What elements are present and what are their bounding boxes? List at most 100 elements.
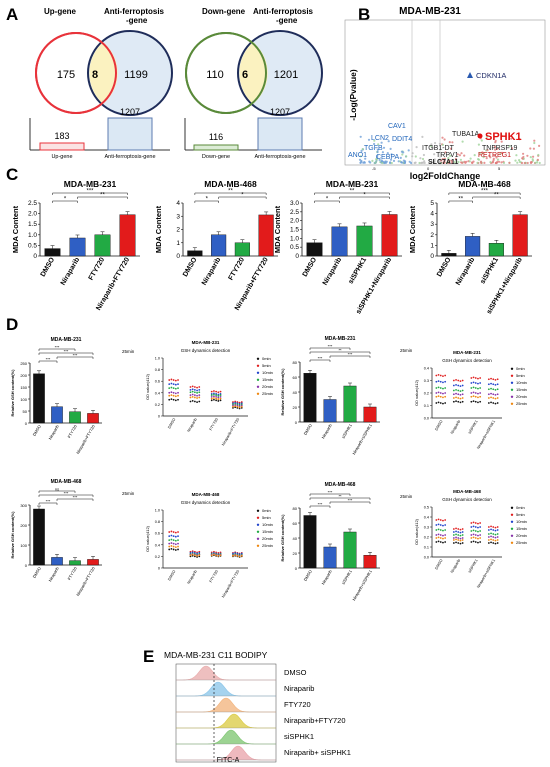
data-point bbox=[459, 537, 462, 540]
data-point bbox=[452, 534, 455, 536]
legend-marker bbox=[256, 516, 260, 519]
volcano-point bbox=[480, 139, 483, 142]
volcano-point bbox=[399, 156, 402, 159]
data-point bbox=[452, 539, 455, 541]
volcano-point bbox=[494, 148, 497, 151]
data-point bbox=[437, 536, 440, 539]
category-label: Niraparib bbox=[60, 257, 81, 287]
data-point bbox=[196, 386, 198, 389]
data-point bbox=[177, 535, 179, 537]
volcano-point bbox=[433, 160, 436, 163]
significance-bracket bbox=[309, 359, 331, 362]
significance-label: *** bbox=[481, 189, 489, 195]
data-point bbox=[238, 555, 241, 558]
flow-xlabel: FITC-A bbox=[217, 757, 240, 764]
bar-chart-10: MDA-MB-468 25min Relative GSH content(%) 0 2… bbox=[280, 482, 413, 601]
gene-label: TNFRSF19 bbox=[482, 145, 518, 152]
data-point bbox=[496, 388, 499, 391]
data-point bbox=[174, 387, 177, 390]
data-point bbox=[196, 394, 198, 397]
volcano-point bbox=[500, 134, 503, 137]
significance-bracket bbox=[329, 355, 371, 358]
legend-marker bbox=[510, 367, 514, 370]
data-point bbox=[193, 400, 196, 403]
data-point bbox=[455, 396, 457, 399]
category-label: DMSO bbox=[436, 256, 453, 278]
legend-label: 15min bbox=[516, 387, 527, 392]
significance-label: ** bbox=[338, 494, 342, 499]
data-point bbox=[437, 395, 440, 398]
significance-label: *** bbox=[348, 498, 353, 503]
volcano-point bbox=[532, 147, 536, 150]
data-point bbox=[435, 387, 438, 389]
y-tick-label: 4 bbox=[430, 211, 434, 218]
volcano-point bbox=[518, 138, 521, 141]
data-point bbox=[444, 529, 447, 531]
data-point bbox=[210, 397, 213, 400]
data-point bbox=[472, 533, 475, 536]
data-point bbox=[452, 542, 455, 544]
y-tick-label: 5 bbox=[430, 200, 434, 207]
data-point bbox=[461, 537, 464, 539]
data-point bbox=[452, 537, 455, 539]
volcano-point bbox=[454, 157, 457, 160]
data-point bbox=[217, 554, 220, 557]
data-point bbox=[487, 529, 490, 531]
data-point bbox=[435, 529, 438, 531]
volcano-point bbox=[518, 160, 522, 163]
significance-bracket bbox=[38, 502, 58, 505]
data-point bbox=[457, 379, 460, 382]
volcano-point bbox=[443, 157, 446, 160]
volcano-point bbox=[500, 140, 503, 143]
significance-bracket bbox=[309, 493, 351, 496]
data-point bbox=[189, 400, 192, 403]
data-point bbox=[191, 393, 194, 396]
significance-label: ** bbox=[100, 193, 105, 199]
legend-label: 0min bbox=[516, 366, 525, 371]
bar-chart-1: MDA-MB-468 MDA Content 0 1 2 3 4 DMSO Niraparib F… bbox=[154, 179, 278, 312]
data-point bbox=[191, 385, 194, 388]
data-point bbox=[487, 383, 490, 386]
data-point bbox=[472, 381, 475, 384]
data-point bbox=[217, 400, 220, 402]
data-point bbox=[435, 541, 438, 543]
data-point bbox=[477, 401, 479, 404]
volcano-point bbox=[390, 153, 393, 156]
data-point bbox=[452, 379, 455, 382]
volcano-point bbox=[392, 159, 396, 162]
chart-title: MDA-MB-231 bbox=[192, 340, 220, 345]
data-point bbox=[439, 374, 442, 377]
volcano-point bbox=[495, 156, 498, 159]
volcano-point bbox=[415, 146, 418, 149]
volcano-point bbox=[532, 155, 535, 158]
volcano-point bbox=[423, 160, 426, 163]
volcano-point bbox=[414, 161, 417, 164]
legend-label: 5min bbox=[516, 373, 525, 378]
data-point bbox=[455, 530, 457, 533]
significance-label: *** bbox=[73, 353, 78, 358]
data-point bbox=[492, 397, 495, 399]
data-point bbox=[474, 530, 477, 532]
data-point bbox=[437, 386, 440, 389]
data-point bbox=[240, 554, 243, 557]
volcano-point bbox=[483, 161, 486, 164]
legend-label: 15min bbox=[262, 377, 273, 382]
data-point bbox=[494, 539, 497, 542]
data-point bbox=[459, 393, 462, 396]
significance-label: ns bbox=[55, 487, 59, 492]
data-point bbox=[170, 386, 173, 389]
volcano-point bbox=[459, 158, 462, 161]
legend-label: 25min bbox=[262, 391, 273, 396]
data-point bbox=[455, 536, 457, 539]
data-point bbox=[170, 538, 173, 541]
volcano-point bbox=[440, 161, 443, 165]
volcano-point bbox=[405, 155, 408, 158]
data-point bbox=[174, 379, 177, 382]
data-point bbox=[452, 397, 455, 399]
volcano-point bbox=[498, 160, 501, 163]
category-label: FTY720 bbox=[228, 256, 247, 281]
volcano-point bbox=[390, 161, 393, 165]
gene-label: CEBPA bbox=[376, 154, 400, 161]
venn2-bar-anti-label: Anti-ferroptosis-gene bbox=[254, 154, 305, 160]
volcano-point bbox=[477, 158, 480, 161]
